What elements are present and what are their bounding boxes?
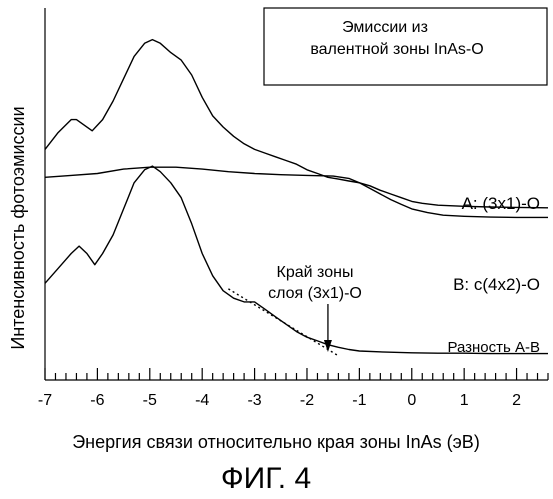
y-axis-label: Интенсивность фотоэмиссии: [8, 106, 28, 349]
series-line-a: [45, 40, 548, 208]
x-tick-label: 0: [407, 392, 416, 409]
series-label-diff: Разность A-B: [447, 339, 540, 356]
legend-title-line-1: Эмиссии из: [342, 19, 428, 36]
figure-caption: ФИГ. 4: [221, 462, 311, 495]
x-tick-label: -4: [195, 392, 209, 409]
x-tick-label: -6: [90, 392, 104, 409]
legend-title-line-2: валентной зоны InAs-O: [310, 41, 483, 58]
series-label-a: A: (3x1)-O: [462, 194, 540, 213]
x-tick-label: -3: [247, 392, 261, 409]
x-tick-label: -7: [38, 392, 52, 409]
x-tick-label: -1: [352, 392, 366, 409]
x-tick-label: 2: [512, 392, 521, 409]
annotation-line-1: Край зоны: [277, 264, 354, 281]
x-tick-label: -2: [300, 392, 314, 409]
annotation-line-2: слоя (3x1)-O: [268, 285, 362, 302]
x-tick-label: -5: [143, 392, 157, 409]
series-label-b: B: c(4x2)-O: [453, 275, 540, 294]
x-axis-label: Энергия связи относительно края зоны InA…: [72, 432, 480, 452]
x-tick-label: 1: [460, 392, 469, 409]
x-ticks: [45, 368, 548, 380]
x-tick-labels: -7 -6 -5 -4 -3 -2 -1 0 1 2: [38, 392, 521, 409]
